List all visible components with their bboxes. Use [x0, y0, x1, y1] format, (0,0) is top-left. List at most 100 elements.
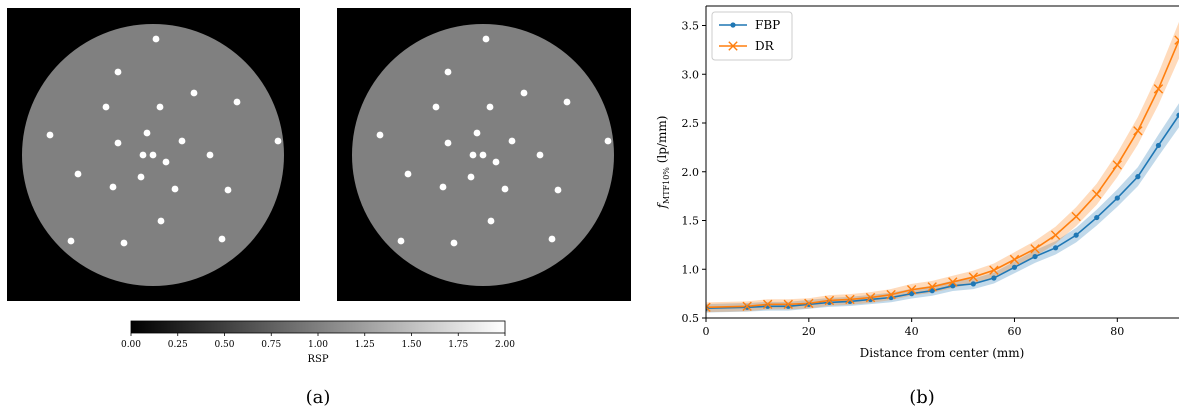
phantom-insert [492, 158, 500, 166]
y-axis-ticks: 0.5 1.0 1.5 2.0 2.5 3.0 3.5 [682, 20, 706, 325]
phantom-image-left [7, 8, 300, 301]
phantom-insert [469, 151, 477, 159]
point-dr [706, 302, 711, 312]
panel-a: 0.00 0.25 0.50 0.75 1.00 1.25 1.50 1.75 2.00 RSP… [7, 8, 631, 408]
phantom-insert [156, 103, 164, 111]
phantom-insert [487, 217, 495, 225]
phantom-insert [508, 137, 516, 145]
phantom-insert [376, 131, 384, 139]
phantom-insert [109, 183, 117, 191]
colorbar-tick-label: 1.50 [401, 340, 421, 350]
point-dr [1050, 230, 1061, 240]
phantom-insert [444, 68, 452, 76]
x-tick-label: 80 [1110, 325, 1124, 338]
phantom-insert [501, 185, 509, 193]
colorbar-tick-label: 1.00 [308, 340, 328, 350]
y-tick-label: 1.5 [682, 215, 700, 228]
point-dr [927, 282, 937, 292]
phantom-insert [74, 170, 82, 178]
phantom-insert [554, 186, 562, 194]
colorbar-tick-label: 1.25 [355, 340, 375, 350]
phantom-inserts [376, 35, 612, 247]
phantom-insert [520, 89, 528, 97]
legend-marker-fbp [730, 22, 736, 28]
point-fbp [1011, 264, 1018, 270]
point-dr [742, 301, 752, 311]
phantom-insert [139, 151, 147, 159]
point-dr [1112, 160, 1122, 170]
y-axis-label-symbol: f [655, 201, 669, 209]
caption-a: (a) [306, 387, 331, 408]
point-dr [886, 289, 896, 300]
point-fbp [909, 291, 915, 297]
point-fbp [1135, 174, 1141, 180]
point-dr [824, 295, 835, 306]
x-tick-label: 40 [905, 325, 919, 338]
colorbar-tick-label: 0.25 [168, 340, 188, 350]
phantom-insert [162, 158, 170, 166]
phantom-insert [450, 239, 458, 247]
colorbar-tick-label: 0.50 [214, 340, 234, 350]
phantom-insert [404, 170, 412, 178]
point-dr [989, 265, 999, 275]
phantom-insert [604, 137, 612, 145]
point-dr [1009, 254, 1020, 265]
point-dr [804, 298, 814, 309]
point-fbp [970, 281, 976, 287]
phantom-insert [536, 151, 544, 159]
point-dr [845, 294, 855, 305]
x-tick-label: 20 [802, 325, 816, 338]
point-dr [1071, 211, 1081, 222]
y-tick-label: 3.0 [682, 68, 700, 81]
phantom-insert [444, 139, 452, 147]
phantom-insert [439, 183, 447, 191]
phantom-insert [157, 217, 165, 225]
phantom-insert [178, 137, 186, 145]
colorbar-label: RSP [307, 354, 328, 365]
x-tick-label: 0 [703, 325, 710, 338]
point-fbp [929, 288, 935, 294]
point-dr [763, 299, 773, 310]
point-dr [1174, 35, 1179, 45]
phantom-insert [274, 137, 282, 145]
y-axis-label: fMTF10% (lp/mm) [655, 116, 671, 210]
phantom-insert [397, 237, 405, 245]
point-dr [1153, 84, 1164, 94]
point-dr [865, 292, 876, 303]
colorbar-tick-label: 0.75 [261, 340, 281, 350]
legend-label-dr: DR [755, 39, 775, 53]
phantom-insert [548, 235, 556, 243]
point-dr [948, 277, 958, 287]
phantom-insert [486, 103, 494, 111]
point-fbp [1114, 195, 1120, 201]
colorbar-ticks: 0.00 0.25 0.50 0.75 1.00 1.25 1.50 1.75 2.00 [121, 333, 515, 350]
legend: FBP DR [711, 11, 793, 61]
x-tick-label: 60 [1007, 325, 1021, 338]
phantom-insert [218, 235, 226, 243]
phantom-insert [206, 151, 214, 159]
phantom-insert [473, 129, 481, 137]
confidence-bands [706, 21, 1179, 313]
point-dr [1030, 244, 1040, 254]
phantom-inserts [46, 35, 282, 247]
colorbar-tick-label: 1.75 [448, 340, 468, 350]
phantom-insert [67, 237, 75, 245]
phantom-insert [171, 185, 179, 193]
phantom-insert [224, 186, 232, 194]
legend-label-fbp: FBP [755, 18, 780, 32]
panel-b: 0 20 40 60 80 0.5 1.0 1.5 2.0 2.5 3.0 3.5 Distance… [655, 5, 1179, 408]
phantom-insert [432, 103, 440, 111]
caption-b: (b) [909, 387, 935, 408]
y-tick-label: 0.5 [682, 312, 700, 325]
x-axis-label: Distance from center (mm) [860, 346, 1025, 360]
legend-marker-dr [728, 41, 738, 51]
x-axis-ticks: 0 20 40 60 80 [703, 318, 1124, 338]
point-dr [783, 299, 793, 310]
point-fbp [991, 275, 997, 281]
point-fbp [950, 283, 956, 289]
point-fbp [1155, 142, 1162, 149]
phantom-insert [114, 68, 122, 76]
series-markers [706, 35, 1179, 312]
phantom-insert [479, 151, 487, 159]
phantom-insert [233, 98, 241, 106]
